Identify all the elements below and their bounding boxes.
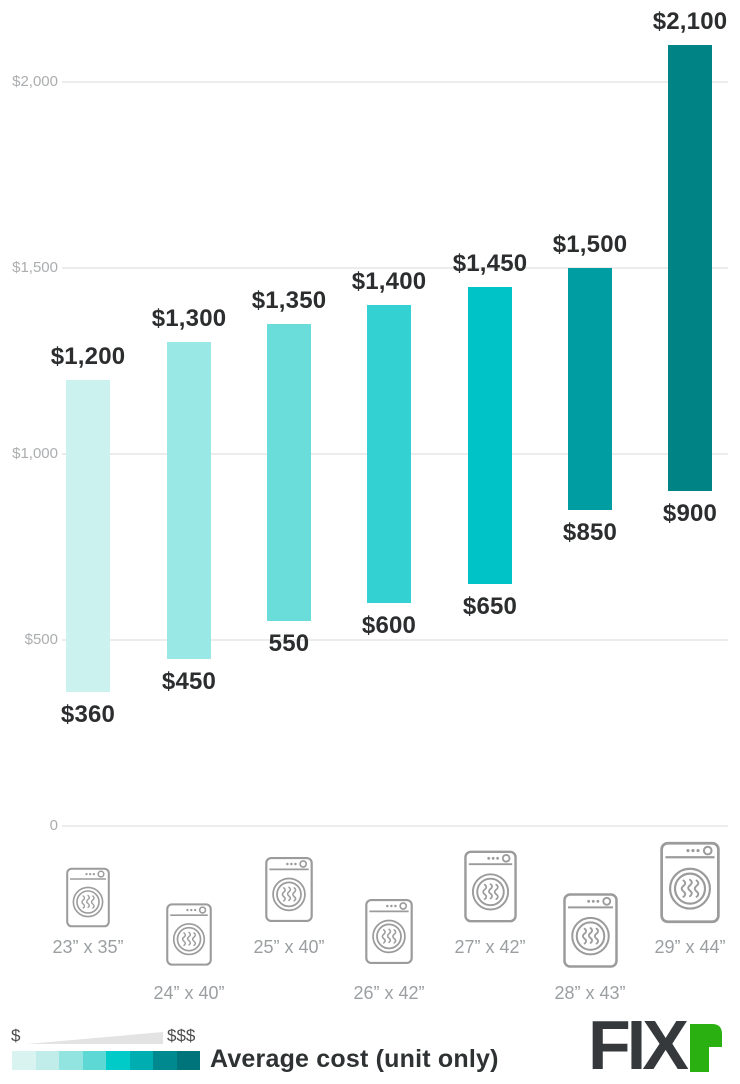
y-axis-tick-label: $1,500: [12, 259, 58, 276]
legend-gradient-swatch: [12, 1051, 36, 1070]
gridline: [62, 267, 728, 269]
cost-range-bar: [668, 44, 712, 492]
legend-gradient-swatch: [129, 1051, 153, 1070]
y-axis-tick-label: 0: [49, 817, 58, 834]
washer-icon: [365, 890, 413, 973]
bar-min-label: $650: [462, 593, 518, 621]
bar-min-label: $360: [60, 701, 116, 729]
y-axis-tick-label: $500: [24, 631, 58, 648]
fixr-logo-text: FIX: [588, 1006, 689, 1084]
legend-gradient-swatch: [106, 1051, 130, 1070]
washer-icon: [265, 851, 313, 928]
washer-icon: [166, 896, 212, 973]
washer-size-label: 25” x 40”: [253, 937, 325, 957]
legend-wedge-icon: [27, 1032, 163, 1044]
bar-min-label: $900: [662, 500, 718, 528]
legend-gradient-scale: [12, 1051, 200, 1070]
cost-range-bar: [568, 268, 612, 510]
y-axis-tick-label: $2,000: [12, 73, 58, 90]
gridline: [62, 81, 728, 83]
washer-icon: [563, 888, 618, 973]
y-axis-tick-label: $1,000: [12, 445, 58, 462]
washer-icon: [660, 838, 720, 927]
washer-size-label: 24” x 40”: [153, 983, 225, 1003]
bar-min-label: $600: [361, 611, 417, 639]
cost-range-bar: [267, 323, 311, 622]
bar-max-label: $1,200: [50, 342, 126, 370]
legend-low-symbol: $: [11, 1026, 21, 1045]
legend-gradient-swatch: [82, 1051, 106, 1070]
bar-max-label: $2,100: [652, 7, 728, 35]
legend-gradient-swatch: [176, 1051, 200, 1070]
cost-range-bar: [468, 286, 512, 585]
bar-min-label: $850: [562, 518, 618, 546]
legend-gradient-swatch: [59, 1051, 83, 1070]
gridline: [62, 825, 728, 827]
fixr-logo-r-icon: [689, 1024, 722, 1072]
cost-range-bar: [167, 342, 211, 659]
washer-size-label: 23” x 35”: [52, 937, 124, 957]
bar-max-label: $1,300: [151, 305, 227, 333]
bar-min-label: 550: [268, 630, 310, 658]
legend-label: Average cost (unit only): [210, 1045, 499, 1073]
legend-gradient-swatch: [35, 1051, 59, 1070]
fixr-logo: FIX: [588, 1006, 722, 1084]
legend-high-symbol: $$$: [167, 1026, 196, 1045]
legend-gradient-swatch: [153, 1051, 177, 1070]
bar-max-label: $1,400: [351, 268, 427, 296]
washer-size-label: 26” x 42”: [353, 983, 425, 1003]
cost-range-bar: [367, 305, 411, 603]
gridline: [62, 639, 728, 641]
washer-icon: [464, 845, 517, 928]
washer-size-label: 29” x 44”: [654, 937, 726, 957]
bar-max-label: $1,350: [251, 286, 327, 314]
cost-range-bar: [66, 379, 110, 693]
washer-icon: [66, 867, 110, 928]
bar-min-label: $450: [161, 667, 217, 695]
bar-max-label: $1,450: [452, 249, 528, 277]
bar-max-label: $1,500: [552, 231, 628, 258]
washer-size-label: 27” x 42”: [454, 937, 526, 957]
washer-size-label: 28” x 43”: [554, 983, 626, 1003]
